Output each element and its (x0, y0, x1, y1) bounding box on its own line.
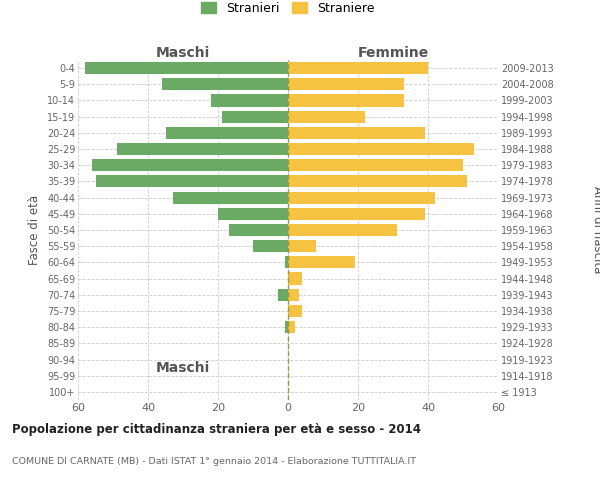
Bar (288, 256, 355, 268)
Text: Popolazione per cittadinanza straniera per età e sesso - 2014: Popolazione per cittadinanza straniera p… (12, 422, 421, 436)
Bar (173, 192, 288, 203)
Bar (288, 288, 299, 301)
Bar (288, 240, 316, 252)
Bar (218, 208, 288, 220)
Bar (288, 208, 425, 220)
Bar (288, 224, 397, 236)
Bar (116, 143, 288, 155)
Bar (288, 159, 463, 172)
Bar (253, 240, 288, 252)
Bar (221, 110, 288, 122)
Bar (92, 159, 288, 172)
Bar (288, 94, 404, 106)
Bar (95, 176, 288, 188)
Bar (288, 127, 425, 139)
Bar (288, 62, 428, 74)
Bar (288, 192, 435, 203)
Bar (277, 288, 288, 301)
Legend: Stranieri, Straniere: Stranieri, Straniere (196, 0, 380, 20)
Text: Anni di nascita: Anni di nascita (590, 186, 600, 274)
Bar (288, 78, 404, 90)
Bar (284, 321, 288, 333)
Bar (284, 256, 288, 268)
Bar (288, 143, 473, 155)
Text: Maschi: Maschi (156, 361, 210, 375)
Bar (229, 224, 288, 236)
Bar (288, 110, 365, 122)
Text: Femmine: Femmine (358, 46, 428, 60)
Bar (211, 94, 288, 106)
Bar (288, 305, 302, 317)
Bar (288, 176, 467, 188)
Text: COMUNE DI CARNATE (MB) - Dati ISTAT 1° gennaio 2014 - Elaborazione TUTTITALIA.IT: COMUNE DI CARNATE (MB) - Dati ISTAT 1° g… (12, 458, 416, 466)
Bar (288, 321, 295, 333)
Y-axis label: Fasce di età: Fasce di età (28, 195, 41, 265)
Bar (162, 78, 288, 90)
Text: Maschi: Maschi (156, 46, 210, 60)
Bar (288, 272, 302, 284)
Bar (85, 62, 288, 74)
Bar (166, 127, 288, 139)
